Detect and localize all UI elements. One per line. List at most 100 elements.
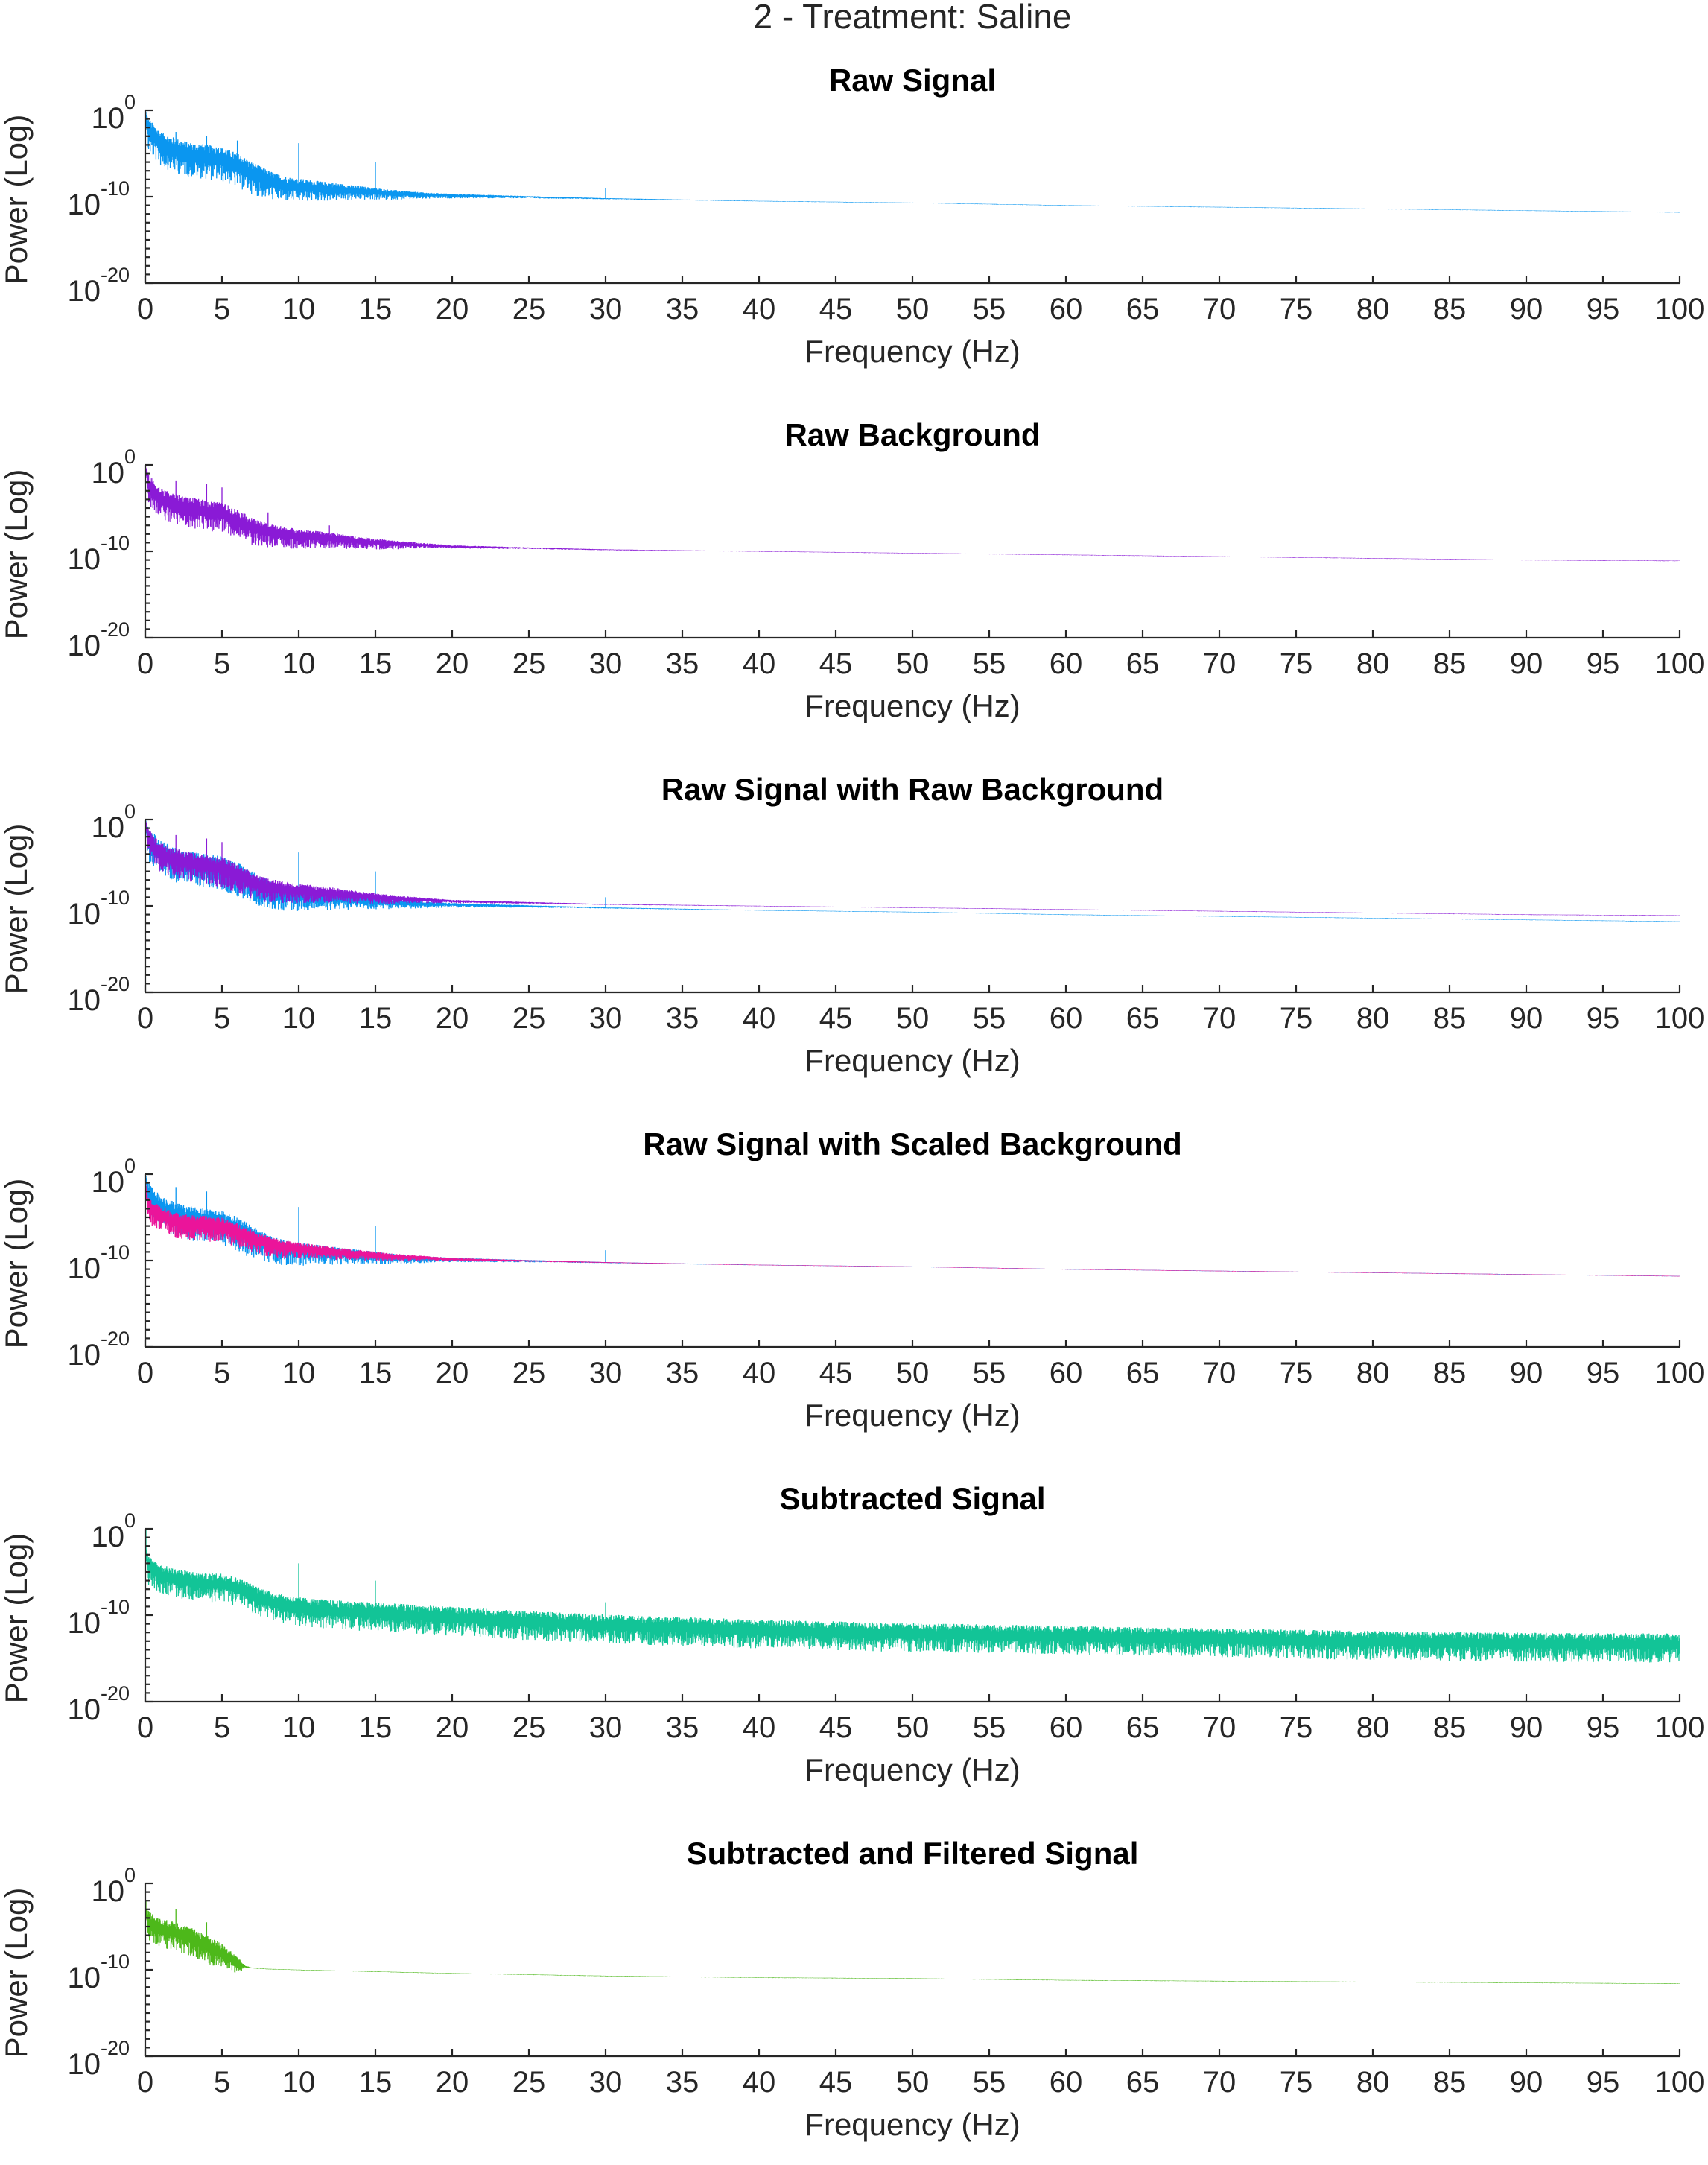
x-tick-label: 70 (1203, 2066, 1236, 2099)
x-tick-label: 50 (896, 647, 930, 680)
x-tick-label: 0 (137, 1711, 153, 1744)
x-tick-label: 15 (359, 1357, 393, 1389)
x-tick-label: 0 (137, 1357, 153, 1389)
y-tick-label: 10 0 (92, 91, 136, 135)
y-tick-label: 10 0 (92, 446, 136, 489)
x-tick-label: 50 (896, 1711, 930, 1744)
y-tick-exponent: 0 (124, 1864, 136, 1886)
y-tick-exponent: 0 (124, 1155, 136, 1177)
x-tick-label: 90 (1510, 1711, 1543, 1744)
x-tick-label: 85 (1433, 1357, 1467, 1389)
x-tick-label: 45 (819, 1357, 853, 1389)
y-tick-label: 10 -10 (68, 1596, 130, 1640)
x-tick-label: 50 (896, 293, 930, 326)
x-axis-label: Frequency (Hz) (804, 688, 1020, 723)
y-tick-base: 10 (68, 984, 101, 1017)
x-tick-label: 20 (436, 2066, 469, 2099)
plot-area (145, 819, 1680, 922)
y-tick-base: 10 (92, 102, 125, 135)
y-axis-label: Power (Log) (0, 115, 34, 285)
y-tick-exponent: -10 (101, 887, 130, 909)
x-tick-label: 0 (137, 1002, 153, 1035)
subplot-4: Raw Signal with Scaled Background 0 5 10 15 2… (0, 1126, 1704, 1433)
x-tick-label: 100 (1655, 1711, 1705, 1744)
x-tick-label: 30 (589, 2066, 623, 2099)
y-tick-exponent: 0 (124, 1509, 136, 1532)
y-tick-label: 10 -20 (68, 973, 130, 1017)
x-tick-label: 20 (436, 1357, 469, 1389)
x-tick-label: 60 (1050, 647, 1083, 680)
x-tick-label: 65 (1126, 1357, 1160, 1389)
x-tick-label: 35 (666, 293, 699, 326)
x-tick-label: 55 (973, 1711, 1006, 1744)
x-tick-label: 95 (1587, 293, 1620, 326)
y-tick-exponent: -20 (101, 618, 130, 641)
y-tick-base: 10 (68, 2048, 101, 2081)
x-tick-label: 0 (137, 293, 153, 326)
x-tick-label: 30 (589, 1357, 623, 1389)
y-tick-label: 10 0 (92, 1155, 136, 1199)
x-tick-label: 60 (1050, 293, 1083, 326)
x-tick-label: 40 (743, 2066, 776, 2099)
y-tick-label: 10 -20 (68, 2037, 130, 2081)
x-tick-label: 55 (973, 1002, 1006, 1035)
plot-area (145, 110, 1680, 213)
series-2-line (145, 819, 1680, 916)
x-tick-label: 5 (214, 2066, 230, 2099)
x-tick-label: 60 (1050, 1357, 1083, 1389)
x-tick-label: 50 (896, 2066, 930, 2099)
y-tick-exponent: -10 (101, 532, 130, 554)
x-tick-label: 80 (1356, 1002, 1390, 1035)
x-tick-label: 15 (359, 1711, 393, 1744)
series-1-line (145, 1901, 1680, 1984)
y-tick-exponent: 0 (124, 800, 136, 822)
x-tick-label: 75 (1280, 1711, 1313, 1744)
x-tick-label: 95 (1587, 1711, 1620, 1744)
x-tick-label: 80 (1356, 1711, 1390, 1744)
y-tick-label: 10 -20 (68, 1328, 130, 1372)
x-tick-label: 25 (512, 647, 546, 680)
x-tick-label: 70 (1203, 1711, 1236, 1744)
x-tick-label: 85 (1433, 1002, 1467, 1035)
y-tick-base: 10 (92, 811, 125, 844)
subplot-title: Raw Signal with Raw Background (661, 772, 1163, 807)
x-tick-label: 45 (819, 2066, 853, 2099)
y-tick-base: 10 (68, 1607, 101, 1640)
x-axis-label: Frequency (Hz) (804, 334, 1020, 369)
figure-title: 2 - Treatment: Saline (754, 0, 1072, 36)
x-axis-label: Frequency (Hz) (804, 2107, 1020, 2142)
y-tick-label: 10 -10 (68, 1241, 130, 1285)
x-tick-label: 40 (743, 293, 776, 326)
x-tick-label: 60 (1050, 1002, 1083, 1035)
subplot-3: Raw Signal with Raw Background 0 5 10 15 20 25… (0, 772, 1704, 1078)
x-tick-label: 25 (512, 1002, 546, 1035)
x-tick-label: 90 (1510, 2066, 1543, 2099)
plot-area (145, 1901, 1680, 1984)
x-tick-label: 35 (666, 647, 699, 680)
y-axis-label: Power (Log) (0, 824, 34, 995)
y-tick-exponent: -20 (101, 1682, 130, 1705)
x-tick-label: 65 (1126, 1002, 1160, 1035)
series-1-line (145, 1529, 1680, 1663)
subplot-title: Subtracted Signal (779, 1481, 1045, 1516)
x-tick-label: 10 (282, 647, 316, 680)
x-axis-label: Frequency (Hz) (804, 1752, 1020, 1787)
x-tick-label: 10 (282, 1711, 316, 1744)
x-tick-label: 20 (436, 293, 469, 326)
y-tick-exponent: -20 (101, 2037, 130, 2059)
x-tick-label: 20 (436, 1711, 469, 1744)
y-tick-base: 10 (68, 275, 101, 308)
subplot-5: Subtracted Signal 0 5 10 15 20 25 30 35 40 45 50 55 6… (0, 1481, 1704, 1787)
x-tick-label: 10 (282, 2066, 316, 2099)
x-tick-label: 45 (819, 1002, 853, 1035)
x-tick-label: 65 (1126, 1711, 1160, 1744)
x-tick-label: 60 (1050, 1711, 1083, 1744)
x-tick-label: 65 (1126, 647, 1160, 680)
x-tick-label: 5 (214, 1711, 230, 1744)
x-tick-label: 100 (1655, 1357, 1705, 1389)
y-tick-label: 10 -20 (68, 1682, 130, 1726)
y-tick-exponent: -10 (101, 1596, 130, 1618)
y-tick-label: 10 -10 (68, 177, 130, 221)
x-tick-label: 90 (1510, 293, 1543, 326)
